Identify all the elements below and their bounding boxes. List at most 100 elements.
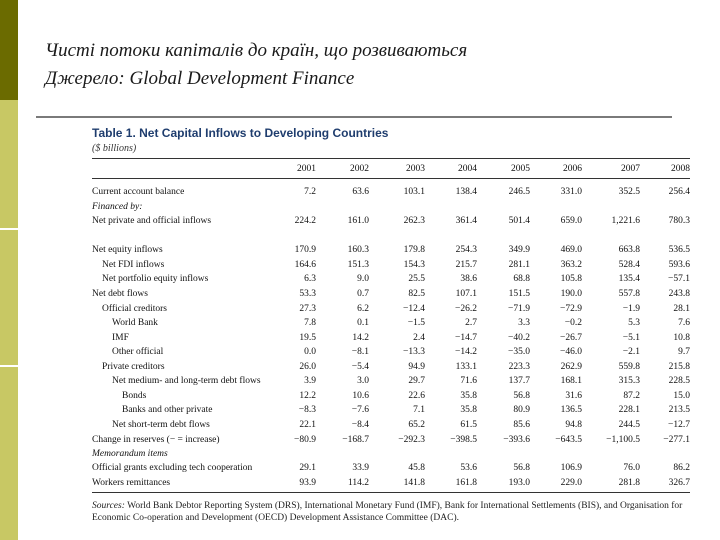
row-label: Workers remittances — [92, 478, 171, 488]
slide-title-line: Чисті потоки капіталів до країн, що розв… — [45, 40, 468, 61]
table-cell: 361.4 — [455, 216, 477, 226]
table-cell: 82.5 — [408, 289, 425, 299]
table-cell: 14.2 — [352, 333, 369, 343]
table-row: Bonds 12.2 10.6 22.6 35.8 56.8 31.6 87.2 15.0 — [92, 391, 690, 405]
row-label: Banks and other private — [122, 405, 213, 415]
table-cell: 536.5 — [668, 245, 690, 255]
table-cell: 229.0 — [560, 478, 582, 488]
table-row: Official grants excluding tech cooperati… — [92, 463, 690, 477]
row-label: Memorandum items — [92, 449, 168, 459]
table-cell: −26.7 — [560, 333, 582, 343]
year-header: 2008 — [671, 164, 690, 174]
sources-text: World Bank Debtor Reporting System (DRS)… — [92, 501, 683, 523]
table-cell: 213.5 — [668, 405, 690, 415]
table-cell: −2.1 — [622, 347, 640, 357]
table-cell: 168.1 — [560, 376, 582, 386]
sources-lead: Sources: — [92, 501, 125, 511]
table-cell: 663.8 — [618, 245, 640, 255]
table-cell: 224.2 — [294, 216, 316, 226]
table-cell: −168.7 — [342, 435, 369, 445]
table-cell: 6.3 — [304, 274, 316, 284]
table-cell: 160.3 — [347, 245, 369, 255]
table-cell: 223.3 — [508, 362, 530, 372]
table-cell: 170.9 — [294, 245, 316, 255]
table-cell: 103.1 — [403, 187, 425, 197]
table-cell: 114.2 — [347, 478, 369, 488]
sidebar-accent-light — [0, 100, 18, 540]
table-cell: 28.1 — [673, 304, 690, 314]
table-cell: −12.7 — [668, 420, 690, 430]
table-unit: ($ billions) — [92, 143, 137, 154]
table-cell: 262.3 — [403, 216, 425, 226]
table-cell: 35.8 — [460, 405, 477, 415]
table-cell: 9.0 — [357, 274, 369, 284]
table-cell: 135.4 — [618, 274, 640, 284]
table-cell: −72.9 — [560, 304, 582, 314]
row-label: Net private and official inflows — [92, 216, 212, 226]
table-cell: 56.8 — [513, 463, 530, 473]
table-cell: −14.7 — [455, 333, 477, 343]
table-cell: 61.5 — [460, 420, 477, 430]
table-cell: −8.1 — [351, 347, 369, 357]
table-row: Other official 0.0 −8.1 −13.3 −14.2 −35.0 −46.… — [92, 347, 690, 361]
table-cell: 10.6 — [352, 391, 369, 401]
slide-title: Чисті потоки капіталів до країн, що розв… — [45, 37, 467, 93]
table-cell: 3.9 — [304, 376, 316, 386]
table-row: Net portfolio equity inflows 6.3 9.0 25.5 38… — [92, 274, 690, 288]
table-cell: 246.5 — [508, 187, 530, 197]
table-cell: 179.8 — [403, 245, 425, 255]
table-cell: 215.8 — [668, 362, 690, 372]
year-header: 2006 — [563, 164, 582, 174]
title-divider — [36, 116, 672, 118]
table-cell: 151.5 — [508, 289, 530, 299]
table-top-rule — [92, 158, 690, 159]
table-cell: 557.8 — [618, 289, 640, 299]
table-cell: −7.6 — [351, 405, 369, 415]
table-row: Memorandum items — [92, 449, 690, 463]
table-cell: 65.2 — [408, 420, 425, 430]
table-row: Net private and official inflows 224.2 161… — [92, 216, 690, 230]
sidebar-divider — [0, 228, 18, 230]
table-cell: 7.2 — [304, 187, 316, 197]
table-row: Net FDI inflows 164.6 151.3 154.3 215.7 281.1… — [92, 260, 690, 274]
table-cell: 593.6 — [668, 260, 690, 270]
table-cell: 6.2 — [357, 304, 369, 314]
year-header: 2005 — [511, 164, 530, 174]
table-cell: −26.2 — [455, 304, 477, 314]
table-cell: 53.6 — [460, 463, 477, 473]
table-bottom-rule — [92, 492, 690, 493]
table-cell: 68.8 — [513, 274, 530, 284]
table-cell: 3.0 — [357, 376, 369, 386]
table-cell: 0.1 — [357, 318, 369, 328]
row-label: Current account balance — [92, 187, 185, 197]
table-cell: 161.8 — [455, 478, 477, 488]
table-cell: 501.4 — [508, 216, 530, 226]
table-cell: 93.9 — [299, 478, 316, 488]
table-row: Financed by: — [92, 202, 690, 216]
table-cell: 29.1 — [299, 463, 316, 473]
table-cell: 0.0 — [304, 347, 316, 357]
table-cell: 33.9 — [352, 463, 369, 473]
table-sources: Sources: World Bank Debtor Reporting Sys… — [92, 500, 692, 524]
table-cell: 35.8 — [460, 391, 477, 401]
table-cell: 254.3 — [455, 245, 477, 255]
table-cell: 2.4 — [413, 333, 425, 343]
table-row: Current account balance 7.2 63.6 103.1 138.4… — [92, 187, 690, 201]
table-cell: −80.9 — [294, 435, 316, 445]
table-cell: 76.0 — [623, 463, 640, 473]
table-header-rule — [92, 178, 690, 179]
table-cell: 154.3 — [403, 260, 425, 270]
table-cell: 331.0 — [560, 187, 582, 197]
row-label: Change in reserves (− = increase) — [92, 435, 220, 445]
row-label: Net short-term debt flows — [112, 420, 210, 430]
table-row: Net debt flows 53.3 0.7 82.5 107.1 151.5 190.0… — [92, 289, 690, 303]
row-label: Bonds — [122, 391, 147, 401]
table-cell: −35.0 — [508, 347, 530, 357]
table-row: Official creditors 27.3 6.2 −12.4 −26.2 −71.9… — [92, 304, 690, 318]
table-cell: −46.0 — [560, 347, 582, 357]
table-row: IMF 19.5 14.2 2.4 −14.7 −40.2 −26.7 −5.1 10.8 — [92, 333, 690, 347]
year-header: 2007 — [621, 164, 640, 174]
table-cell: 7.6 — [678, 318, 690, 328]
row-label: Net debt flows — [92, 289, 148, 299]
table-cell: 243.8 — [668, 289, 690, 299]
